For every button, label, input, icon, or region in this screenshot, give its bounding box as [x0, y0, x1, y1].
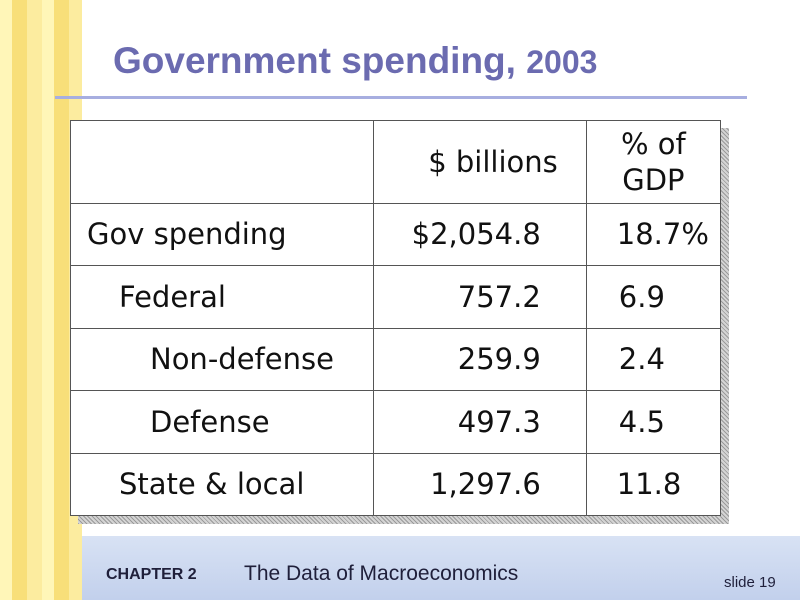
- slide-title-text: Government spending,: [113, 40, 516, 81]
- row-pct-gdp: 6.9: [585, 265, 722, 329]
- footer-bar: [82, 536, 800, 600]
- row-billions: 757.2: [372, 265, 587, 329]
- decorative-stripes: [0, 0, 82, 600]
- row-label: Gov spending: [70, 202, 374, 267]
- row-billions: 497.3: [372, 390, 587, 454]
- header-cell-billions: $ billions: [372, 120, 587, 204]
- table-row: Non-defense 259.9 2.4: [70, 327, 722, 392]
- row-pct-gdp: 4.5: [585, 390, 722, 454]
- row-pct-gdp: 11.8: [585, 452, 722, 516]
- row-label: Federal: [70, 265, 374, 329]
- row-label: State & local: [70, 452, 374, 516]
- row-label: Defense: [70, 390, 374, 454]
- row-pct-gdp: 2.4: [585, 327, 722, 392]
- table-row: Federal 757.2 6.9: [70, 265, 722, 329]
- row-billions: 259.9: [372, 327, 587, 392]
- header-cell-pct-gdp: % of GDP: [585, 120, 722, 204]
- title-underline: [55, 96, 747, 99]
- row-billions: 1,297.6: [372, 452, 587, 516]
- table-row: Defense 497.3 4.5: [70, 390, 722, 454]
- header-cell-label: [70, 120, 374, 204]
- row-label: Non-defense: [70, 327, 374, 392]
- table-header-row: $ billions % of GDP: [70, 120, 722, 204]
- footer-chapter: CHAPTER 2: [106, 566, 197, 583]
- footer-chapter-title: The Data of Macroeconomics: [244, 562, 519, 585]
- row-pct-gdp: 18.7%: [585, 202, 722, 267]
- slide-title: Government spending, 2003: [113, 40, 597, 82]
- spending-table: $ billions % of GDP Gov spending $2,054.…: [70, 120, 722, 516]
- table-row: State & local 1,297.6 11.8: [70, 452, 722, 516]
- table-row: Gov spending $2,054.8 18.7%: [70, 202, 722, 267]
- slide-title-year: 2003: [526, 44, 598, 80]
- row-billions: $2,054.8: [372, 202, 587, 267]
- footer-slide-number: slide 19: [724, 574, 776, 591]
